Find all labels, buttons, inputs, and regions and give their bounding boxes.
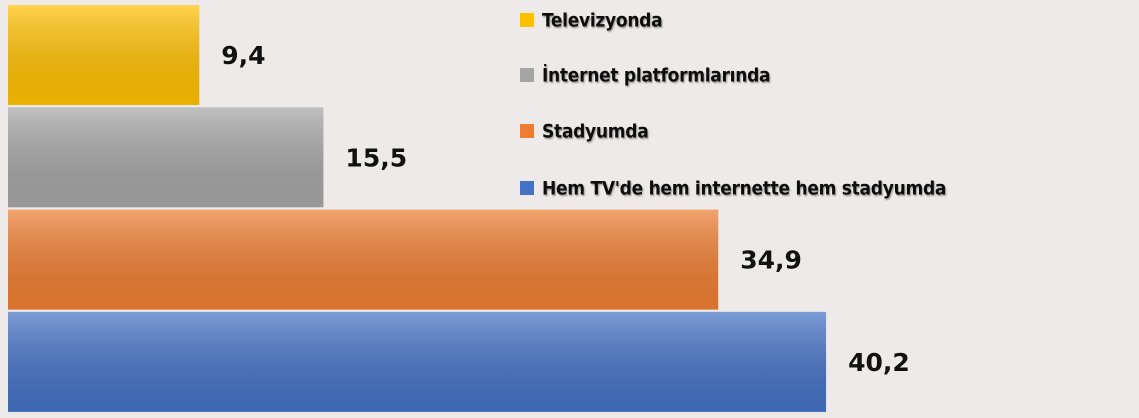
value-label: 34,9 [740, 246, 802, 275]
legend-swatch [520, 124, 534, 138]
legend-swatch [520, 68, 534, 82]
bar-sheen [8, 209, 719, 310]
legend-label: Televizyonda [542, 10, 662, 32]
bar-sheen [8, 311, 827, 412]
bar-sheen [8, 107, 324, 208]
legend-label: Hem TV'de hem internette hem stadyumda [542, 178, 946, 200]
legend-swatch [520, 13, 534, 27]
value-label: 15,5 [345, 143, 407, 172]
legend-swatch [520, 181, 534, 195]
legend-label: İnternet platformlarında [542, 63, 770, 87]
value-label: 9,4 [221, 41, 265, 70]
value-label: 40,2 [848, 348, 910, 377]
legend-label: Stadyumda [542, 121, 648, 143]
bar-sheen [8, 5, 200, 105]
